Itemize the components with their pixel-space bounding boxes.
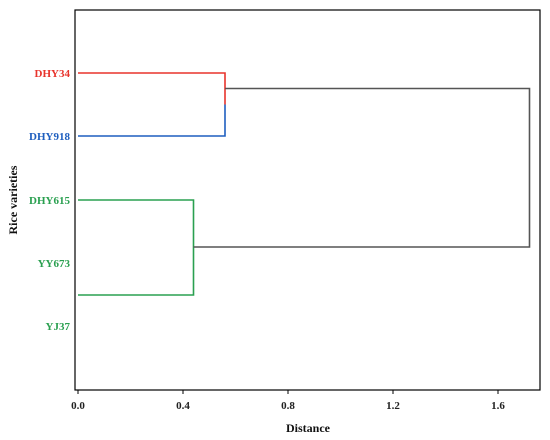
- leaf-label-yj37: YJ37: [46, 321, 71, 333]
- link-green-cluster: [78, 199, 195, 296]
- link-dhy918: [78, 104, 226, 137]
- x-tick-label: 0.0: [71, 400, 85, 412]
- link-dhy34: [78, 72, 226, 105]
- leaf-label-dhy918: DHY918: [29, 131, 70, 143]
- link-root: [193, 87, 531, 248]
- x-tick-label: 0.8: [281, 400, 295, 412]
- leaf-label-yy673: YY673: [38, 258, 71, 270]
- leaf-label-dhy615: DHY615: [29, 195, 70, 207]
- plot-frame: [74, 9, 541, 391]
- x-axis-title: Distance: [286, 421, 331, 435]
- x-tick-label: 0.4: [176, 400, 190, 412]
- dendrogram-links: [78, 72, 531, 296]
- leaf-labels: DHY34 DHY918 DHY615 YY673 YJ37: [29, 68, 70, 333]
- leaf-label-dhy34: DHY34: [35, 68, 71, 80]
- y-axis-title: Rice varieties: [6, 165, 20, 234]
- x-tick-label: 1.6: [491, 400, 505, 412]
- x-axis-ticks: 0.0 0.4 0.8 1.2 1.6: [71, 390, 505, 412]
- x-tick-label: 1.2: [386, 400, 400, 412]
